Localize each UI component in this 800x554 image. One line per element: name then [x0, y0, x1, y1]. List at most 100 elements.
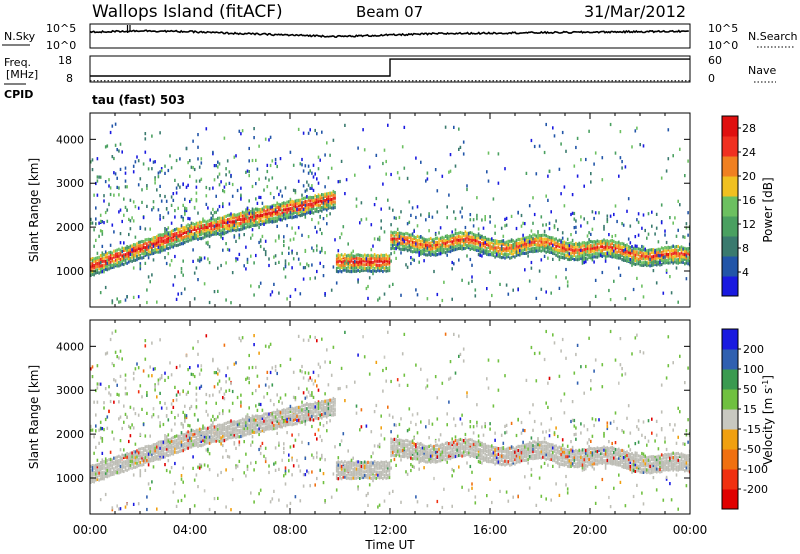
velocity-cell — [164, 463, 166, 467]
power-cell — [492, 253, 495, 257]
power-cell — [238, 252, 241, 256]
power-cell — [248, 211, 250, 215]
power-cell — [113, 255, 115, 259]
power-cell — [192, 248, 194, 252]
power-cell — [322, 205, 325, 209]
power-cell — [423, 242, 425, 246]
power-cell — [104, 253, 107, 257]
velocity-cell — [212, 393, 214, 397]
velocity-cell — [174, 385, 176, 389]
power-cell — [288, 213, 290, 217]
power-cell — [225, 298, 227, 302]
power-cell — [538, 248, 541, 252]
velocity-cell — [306, 418, 308, 422]
power-cell — [116, 254, 118, 258]
power-cell — [642, 245, 645, 249]
power-cell — [164, 240, 166, 245]
power-cell — [284, 212, 287, 216]
velocity-cell — [106, 351, 109, 355]
velocity-cell — [226, 420, 229, 425]
velocity-cell — [230, 508, 232, 512]
power-cell — [185, 207, 188, 211]
velocity-cell — [301, 364, 303, 369]
power-cell — [413, 244, 415, 248]
velocity-cell — [200, 443, 203, 448]
velocity-cell — [240, 434, 242, 439]
power-cell — [387, 198, 389, 202]
velocity-cell — [207, 426, 209, 430]
power-cell — [217, 175, 219, 179]
power-cell — [139, 253, 142, 257]
power-cell — [177, 238, 179, 242]
power-cell — [373, 269, 376, 273]
power-cell — [443, 236, 445, 240]
power-cell — [217, 223, 219, 227]
power-cell — [243, 217, 245, 221]
power-cell — [688, 225, 690, 229]
power-cell — [624, 244, 627, 248]
power-cell — [365, 254, 368, 258]
power-cell — [113, 260, 115, 264]
power-cell — [172, 192, 175, 196]
power-cell — [685, 254, 688, 258]
velocity-cell — [137, 502, 140, 506]
power-cell — [474, 239, 477, 243]
power-cell — [669, 275, 671, 279]
power-cell — [231, 222, 234, 226]
velocity-cell — [304, 473, 307, 477]
power-cell — [606, 244, 609, 248]
velocity-cell — [317, 406, 320, 411]
velocity-cell — [99, 420, 102, 424]
velocity-cell — [203, 426, 206, 430]
velocity-cell — [264, 416, 267, 420]
power-cell — [558, 242, 561, 247]
power-cell — [233, 228, 236, 232]
frequency-trace — [90, 58, 690, 82]
velocity-cell — [180, 422, 183, 426]
velocity-cell — [253, 425, 255, 429]
power-cell — [398, 241, 401, 245]
velocity-cell — [111, 458, 114, 462]
velocity-cell — [217, 367, 219, 371]
velocity-cell — [264, 419, 267, 423]
power-cell — [418, 235, 420, 239]
velocity-cell — [286, 417, 288, 421]
velocity-cell — [187, 423, 189, 428]
power-cell — [281, 201, 283, 206]
power-cell — [230, 174, 232, 179]
power-cell — [175, 297, 178, 301]
velocity-cell — [215, 433, 217, 437]
velocity-cell — [137, 453, 140, 458]
power-cell — [677, 254, 679, 258]
velocity-cell — [144, 434, 147, 438]
power-cell — [95, 259, 97, 263]
velocity-cell — [113, 456, 115, 460]
velocity-cell — [200, 431, 203, 435]
power-cell — [279, 204, 282, 208]
velocity-cell — [95, 469, 97, 473]
power-cell — [159, 170, 161, 174]
power-cell — [205, 202, 208, 206]
power-cell — [390, 172, 392, 177]
velocity-cell — [151, 453, 153, 457]
velocity-cell — [95, 445, 97, 449]
power-cell — [624, 258, 627, 262]
power-cell — [362, 128, 364, 132]
velocity-cell — [162, 446, 165, 450]
velocity-cell — [284, 466, 287, 470]
power-cell — [104, 180, 107, 184]
power-cell — [667, 128, 670, 132]
power-cell — [380, 219, 382, 223]
power-cell — [482, 238, 485, 243]
power-cell — [121, 256, 123, 260]
power-cell — [360, 265, 363, 269]
power-cell — [165, 246, 168, 250]
power-cell — [170, 203, 173, 207]
power-cell — [609, 243, 612, 247]
power-cell — [223, 225, 226, 229]
power-cell — [307, 198, 310, 202]
power-cell — [213, 211, 216, 215]
velocity-cell — [144, 339, 147, 343]
power-cell — [667, 248, 670, 252]
power-cell — [238, 215, 241, 219]
